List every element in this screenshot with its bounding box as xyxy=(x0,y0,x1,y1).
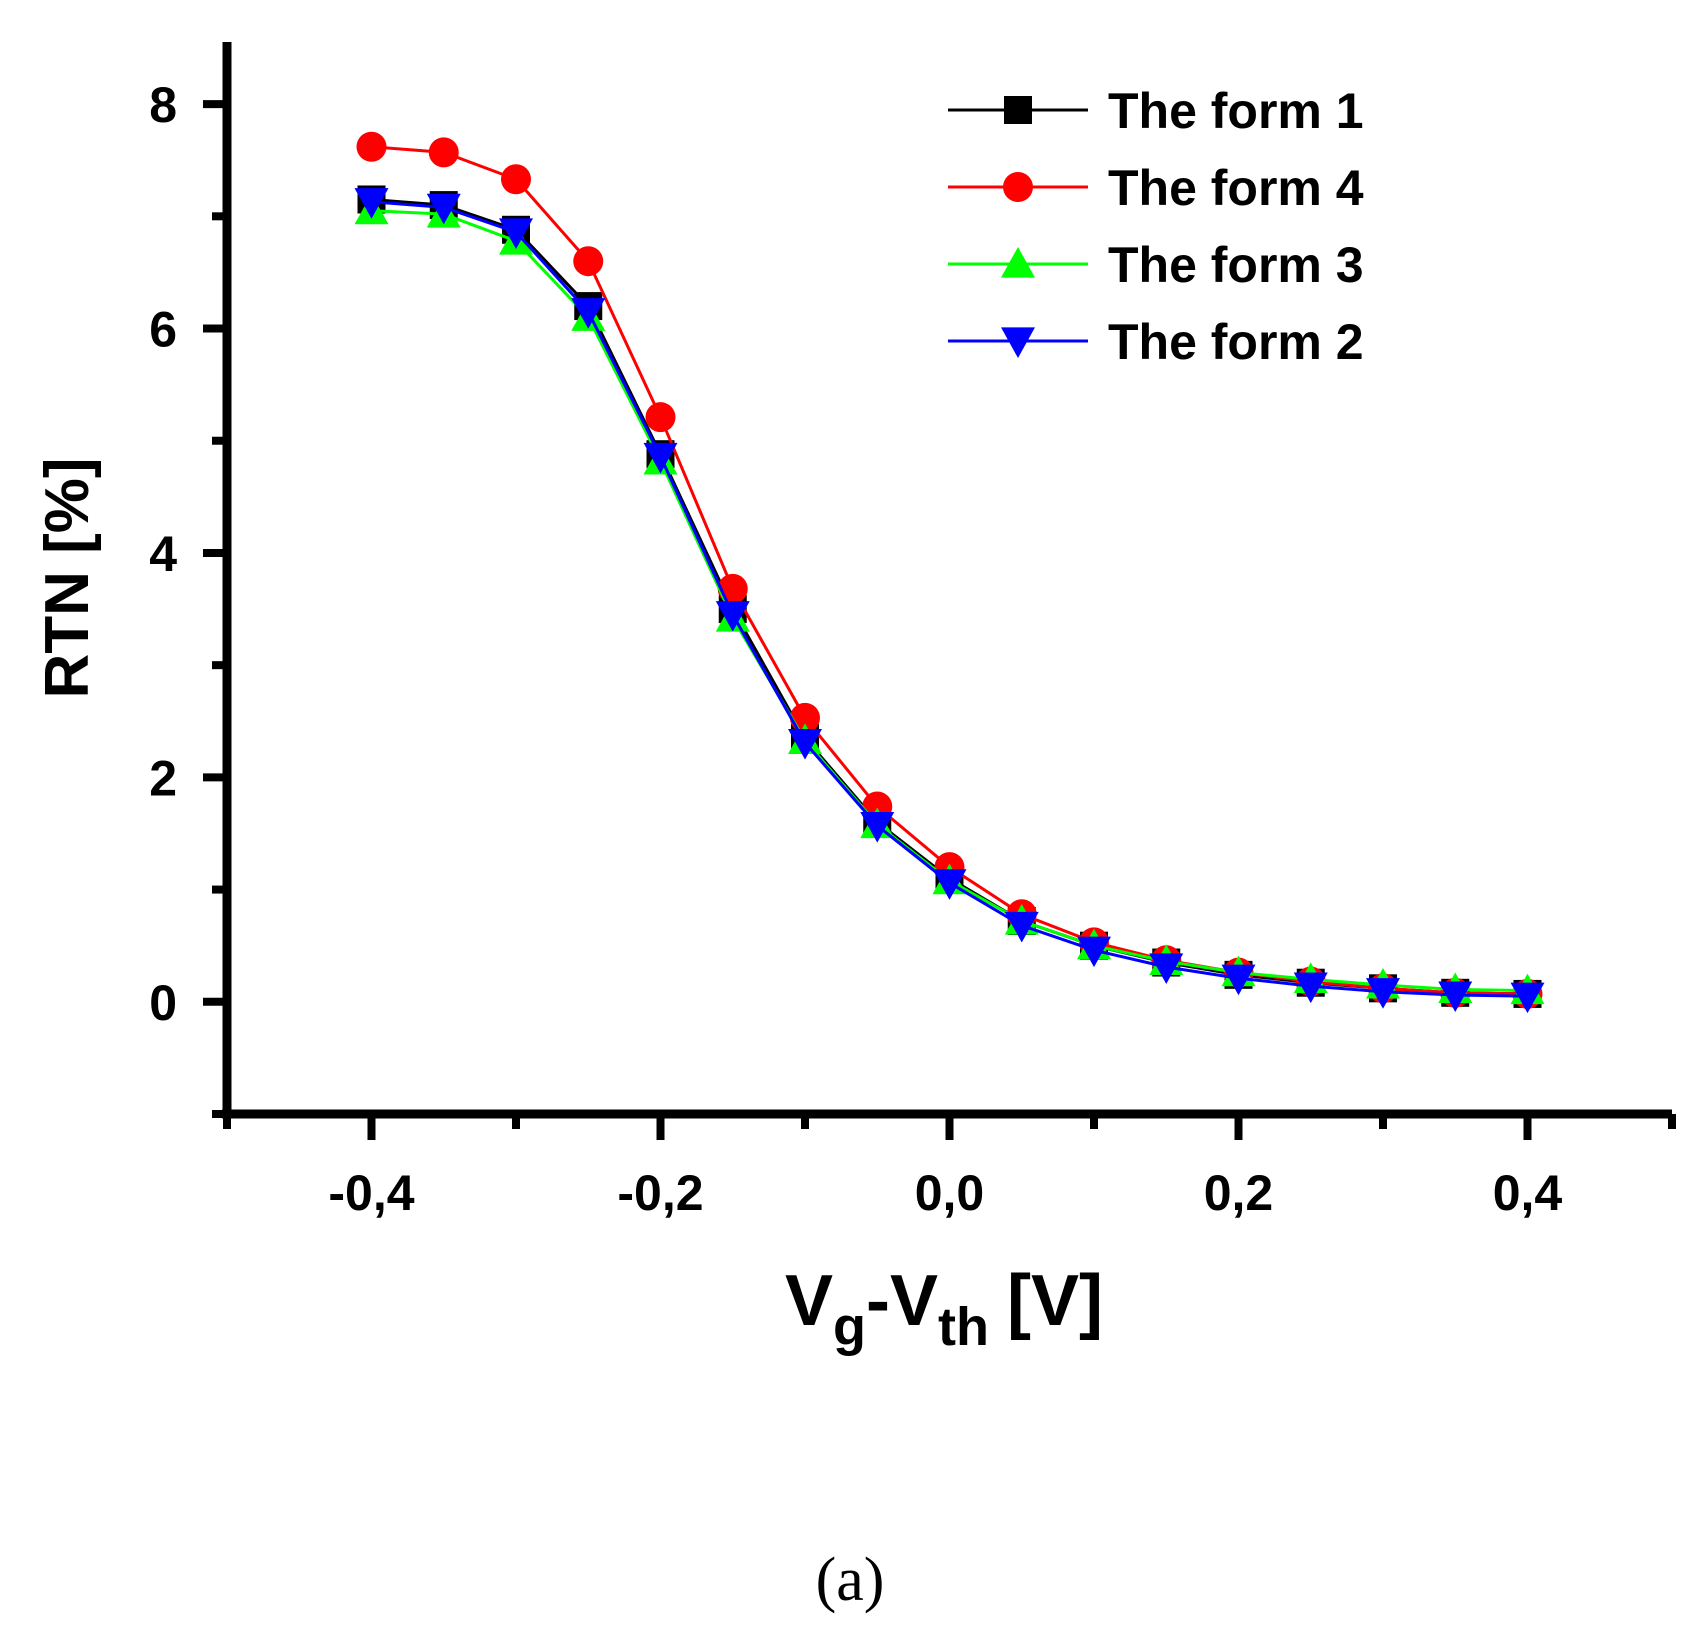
x-tick-label: 0,4 xyxy=(1493,1165,1563,1221)
data-point xyxy=(645,402,676,433)
legend-entry: The form 2 xyxy=(948,314,1364,370)
data-point xyxy=(571,298,606,329)
legend-marker xyxy=(1001,247,1035,278)
data-point xyxy=(1077,936,1111,968)
data-point xyxy=(860,812,895,843)
data-point xyxy=(1366,978,1400,1009)
data-point xyxy=(426,193,461,225)
data-point xyxy=(1510,982,1545,1014)
data-point xyxy=(643,442,678,474)
legend-label: The form 3 xyxy=(1108,237,1364,293)
x-tick-label: -0,2 xyxy=(617,1165,703,1221)
y-tick-label: 2 xyxy=(149,750,177,806)
x-title-minus-v: -V xyxy=(866,1261,938,1341)
data-point xyxy=(715,601,750,632)
legend-entry: The form 4 xyxy=(948,160,1364,216)
data-point xyxy=(1438,981,1473,1013)
legend-marker xyxy=(1004,96,1032,124)
legend-entry: The form 1 xyxy=(948,83,1364,139)
x-tick-label: -0,4 xyxy=(328,1165,414,1221)
x-axis-title: Vg-Vth [V] xyxy=(785,1261,1103,1357)
y-axis-title: RTN [%] xyxy=(33,457,102,698)
legend-marker xyxy=(1001,327,1035,358)
data-point xyxy=(428,137,459,168)
legend-label: The form 2 xyxy=(1108,314,1364,370)
data-point xyxy=(788,728,822,760)
data-point xyxy=(1293,972,1328,1004)
tick-labels: 0 2 4 6 8 -0,4 -0,2 0,0 0,2 0,4 xyxy=(149,77,1562,1221)
data-point xyxy=(573,246,604,277)
y-tick-label: 4 xyxy=(149,526,177,582)
x-title-unit: [V] xyxy=(1007,1261,1103,1341)
data-point xyxy=(1221,964,1256,996)
x-title-v: V xyxy=(785,1261,833,1341)
x-title-sub-g: g xyxy=(833,1297,866,1357)
series-the-form-2 xyxy=(354,188,1545,1014)
data-point xyxy=(1004,911,1039,943)
x-tick-label: 0,0 xyxy=(915,1165,985,1221)
data-point xyxy=(499,218,533,250)
data-point xyxy=(356,131,387,162)
series-layer xyxy=(354,131,1545,1014)
data-point xyxy=(501,164,531,195)
y-tick-label: 8 xyxy=(149,77,177,133)
data-point xyxy=(354,188,389,219)
axes xyxy=(222,42,1672,1119)
legend: The form 1 The form 4 The form 3 The form 2 xyxy=(948,83,1364,370)
legend-entry: The form 3 xyxy=(948,237,1364,293)
y-tick-label: 6 xyxy=(149,302,177,358)
data-point xyxy=(1149,953,1184,985)
legend-label: The form 1 xyxy=(1108,83,1364,139)
x-tick-label: 0,2 xyxy=(1204,1165,1274,1221)
x-title-sub-th: th xyxy=(938,1297,989,1357)
y-tick-label: 0 xyxy=(149,975,177,1031)
legend-marker xyxy=(1003,172,1033,202)
figure-caption: (a) xyxy=(816,1546,885,1614)
data-point xyxy=(932,869,967,900)
legend-label: The form 4 xyxy=(1108,160,1364,216)
